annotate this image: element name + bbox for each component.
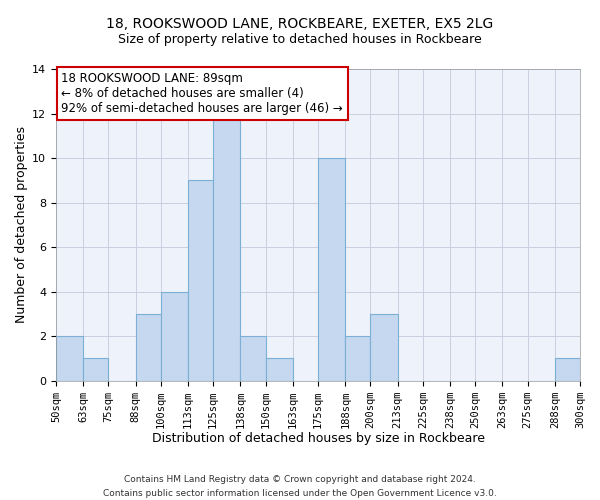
Text: 18, ROOKSWOOD LANE, ROCKBEARE, EXETER, EX5 2LG: 18, ROOKSWOOD LANE, ROCKBEARE, EXETER, E… <box>106 18 494 32</box>
Text: 18 ROOKSWOOD LANE: 89sqm
← 8% of detached houses are smaller (4)
92% of semi-det: 18 ROOKSWOOD LANE: 89sqm ← 8% of detache… <box>61 72 343 115</box>
Bar <box>136 314 161 380</box>
Bar <box>555 358 580 380</box>
Bar <box>188 180 213 380</box>
Bar <box>83 358 109 380</box>
Text: Contains HM Land Registry data © Crown copyright and database right 2024.
Contai: Contains HM Land Registry data © Crown c… <box>103 476 497 498</box>
Bar <box>56 336 83 380</box>
Text: Size of property relative to detached houses in Rockbeare: Size of property relative to detached ho… <box>118 32 482 46</box>
X-axis label: Distribution of detached houses by size in Rockbeare: Distribution of detached houses by size … <box>152 432 485 445</box>
Bar <box>241 336 266 380</box>
Bar <box>318 158 345 380</box>
Y-axis label: Number of detached properties: Number of detached properties <box>15 126 28 324</box>
Bar <box>161 292 188 380</box>
Bar <box>370 314 398 380</box>
Bar <box>266 358 293 380</box>
Bar <box>213 114 241 380</box>
Bar <box>345 336 370 380</box>
